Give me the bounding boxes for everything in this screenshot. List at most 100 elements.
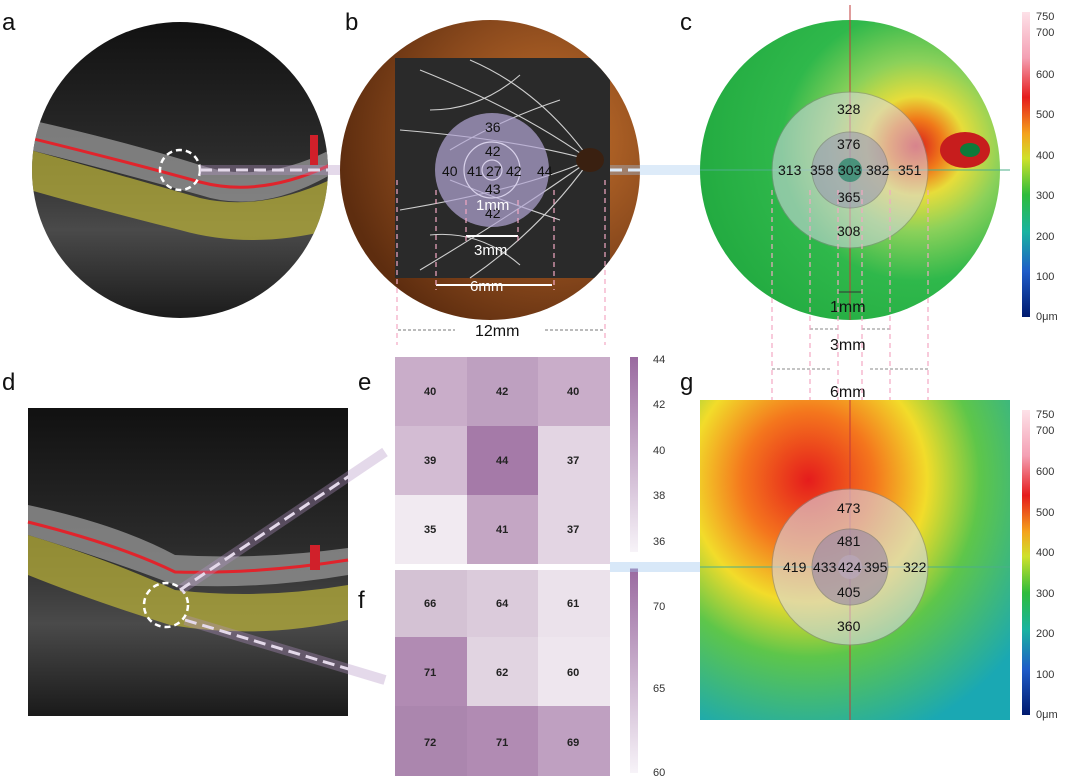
b-1mm-label: 1mm: [476, 197, 509, 214]
b-center: 27: [486, 163, 502, 179]
e-cell-3: 39: [424, 455, 436, 467]
panel-label-c: c: [680, 9, 692, 36]
e-cell-2: 40: [567, 386, 579, 398]
c-3mm-label: 3mm: [830, 337, 866, 354]
panel-g: 473 481 419 433 424 395 322 405 360 g 75…: [680, 369, 1058, 721]
c-1mm-label: 1mm: [830, 299, 866, 316]
g-outer-top: 473: [837, 500, 861, 516]
b-outer-bottom: 42: [485, 205, 501, 221]
b-outer-right: 44: [537, 163, 553, 179]
e-colorbar-ticks: 44 42 40 38 36: [653, 354, 665, 548]
c-center: 303: [838, 162, 862, 178]
f-colorbar: [630, 568, 638, 773]
f-cell-5: 60: [567, 667, 579, 679]
panel-e: 40 42 40 39 44 37 35 41 37 e 44 42 40 38…: [358, 354, 665, 564]
c-colorbar-ticks: 750 700 600 500 400 300 200 100 0μm: [1036, 11, 1058, 323]
f-cell-8: 69: [567, 737, 579, 749]
svg-text:750: 750: [1036, 11, 1054, 23]
c-outer-top: 328: [837, 101, 861, 117]
svg-text:38: 38: [653, 490, 665, 502]
svg-text:300: 300: [1036, 588, 1054, 600]
panel-d: d: [2, 369, 388, 716]
svg-text:36: 36: [653, 536, 665, 548]
b-3mm-label: 3mm: [474, 242, 507, 259]
c-scale-bars: 1mm 3mm 6mm: [772, 291, 928, 401]
e-cell-5: 37: [567, 455, 579, 467]
panel-label-b: b: [345, 9, 358, 36]
svg-text:200: 200: [1036, 231, 1054, 243]
g-outer-right: 322: [903, 559, 927, 575]
svg-text:42: 42: [653, 399, 665, 411]
g-colorbar-ticks: 750 700 600 500 400 300 200 100 0μm: [1036, 409, 1058, 721]
svg-text:500: 500: [1036, 109, 1054, 121]
b-6mm-label: 6mm: [470, 278, 503, 295]
svg-text:65: 65: [653, 683, 665, 695]
c-6mm-label: 6mm: [830, 384, 866, 401]
c-outer-left: 313: [778, 162, 802, 178]
svg-text:700: 700: [1036, 425, 1054, 437]
svg-text:200: 200: [1036, 628, 1054, 640]
b-inner-bottom: 43: [485, 181, 501, 197]
g-inner-bottom: 405: [837, 584, 861, 600]
panel-label-a: a: [2, 9, 16, 36]
svg-text:0μm: 0μm: [1036, 311, 1058, 323]
svg-text:300: 300: [1036, 190, 1054, 202]
svg-text:600: 600: [1036, 69, 1054, 81]
svg-text:100: 100: [1036, 271, 1054, 283]
scale-12mm: 12mm: [398, 323, 605, 340]
b-inner-top: 42: [485, 143, 501, 159]
c-inner-right: 382: [866, 162, 890, 178]
c-inner-left: 358: [810, 162, 834, 178]
panel-label-g: g: [680, 369, 693, 396]
c-colorbar: [1022, 12, 1030, 317]
panel-label-d: d: [2, 369, 15, 396]
svg-text:700: 700: [1036, 27, 1054, 39]
g-inner-top: 481: [837, 533, 861, 549]
panel-label-e: e: [358, 369, 371, 396]
c-outer-right: 351: [898, 162, 922, 178]
f-cell-1: 64: [496, 598, 509, 610]
e-cell-4: 44: [496, 455, 509, 467]
svg-text:0μm: 0μm: [1036, 709, 1058, 721]
f-cell-7: 71: [496, 737, 508, 749]
g-outer-bottom: 360: [837, 618, 861, 634]
svg-text:750: 750: [1036, 409, 1054, 421]
g-inner-left: 433: [813, 559, 837, 575]
b-inner-left: 41: [467, 163, 483, 179]
svg-text:60: 60: [653, 767, 665, 779]
svg-text:40: 40: [653, 445, 665, 457]
e-cell-0: 40: [424, 386, 436, 398]
c-inner-top: 376: [837, 136, 861, 152]
e-cell-1: 42: [496, 386, 508, 398]
f-cell-0: 66: [424, 598, 436, 610]
g-center: 424: [838, 559, 862, 575]
e-cell-6: 35: [424, 524, 436, 536]
c-inner-bottom: 365: [837, 189, 861, 205]
svg-text:600: 600: [1036, 466, 1054, 478]
f-cell-6: 72: [424, 737, 436, 749]
f-cell-3: 71: [424, 667, 436, 679]
svg-text:400: 400: [1036, 547, 1054, 559]
f-colorbar-ticks: 70 65 60: [653, 601, 665, 779]
panel-label-f: f: [358, 587, 365, 614]
e-cell-8: 37: [567, 524, 579, 536]
f-cell-4: 62: [496, 667, 508, 679]
panel-f: 66 64 61 71 62 60 72 71 69 f 70 65 60: [358, 568, 665, 779]
svg-text:400: 400: [1036, 150, 1054, 162]
b-outer-top: 36: [485, 119, 501, 135]
g-colorbar: [1022, 410, 1030, 715]
svg-text:500: 500: [1036, 507, 1054, 519]
panel-a: a: [2, 9, 388, 318]
e-cell-7: 41: [496, 524, 508, 536]
g-outer-left: 419: [783, 559, 807, 575]
b-outer-left: 40: [442, 163, 458, 179]
svg-text:44: 44: [653, 354, 665, 366]
f-cell-2: 61: [567, 598, 579, 610]
g-inner-right: 395: [864, 559, 888, 575]
scale-12mm-label: 12mm: [475, 323, 519, 340]
b-inner-right: 42: [506, 163, 522, 179]
e-colorbar: [630, 357, 638, 552]
panel-c: 328 376 313 358 303 382 351 365 308 c 75…: [680, 5, 1058, 323]
c-outer-bottom: 308: [837, 223, 861, 239]
svg-text:100: 100: [1036, 669, 1054, 681]
